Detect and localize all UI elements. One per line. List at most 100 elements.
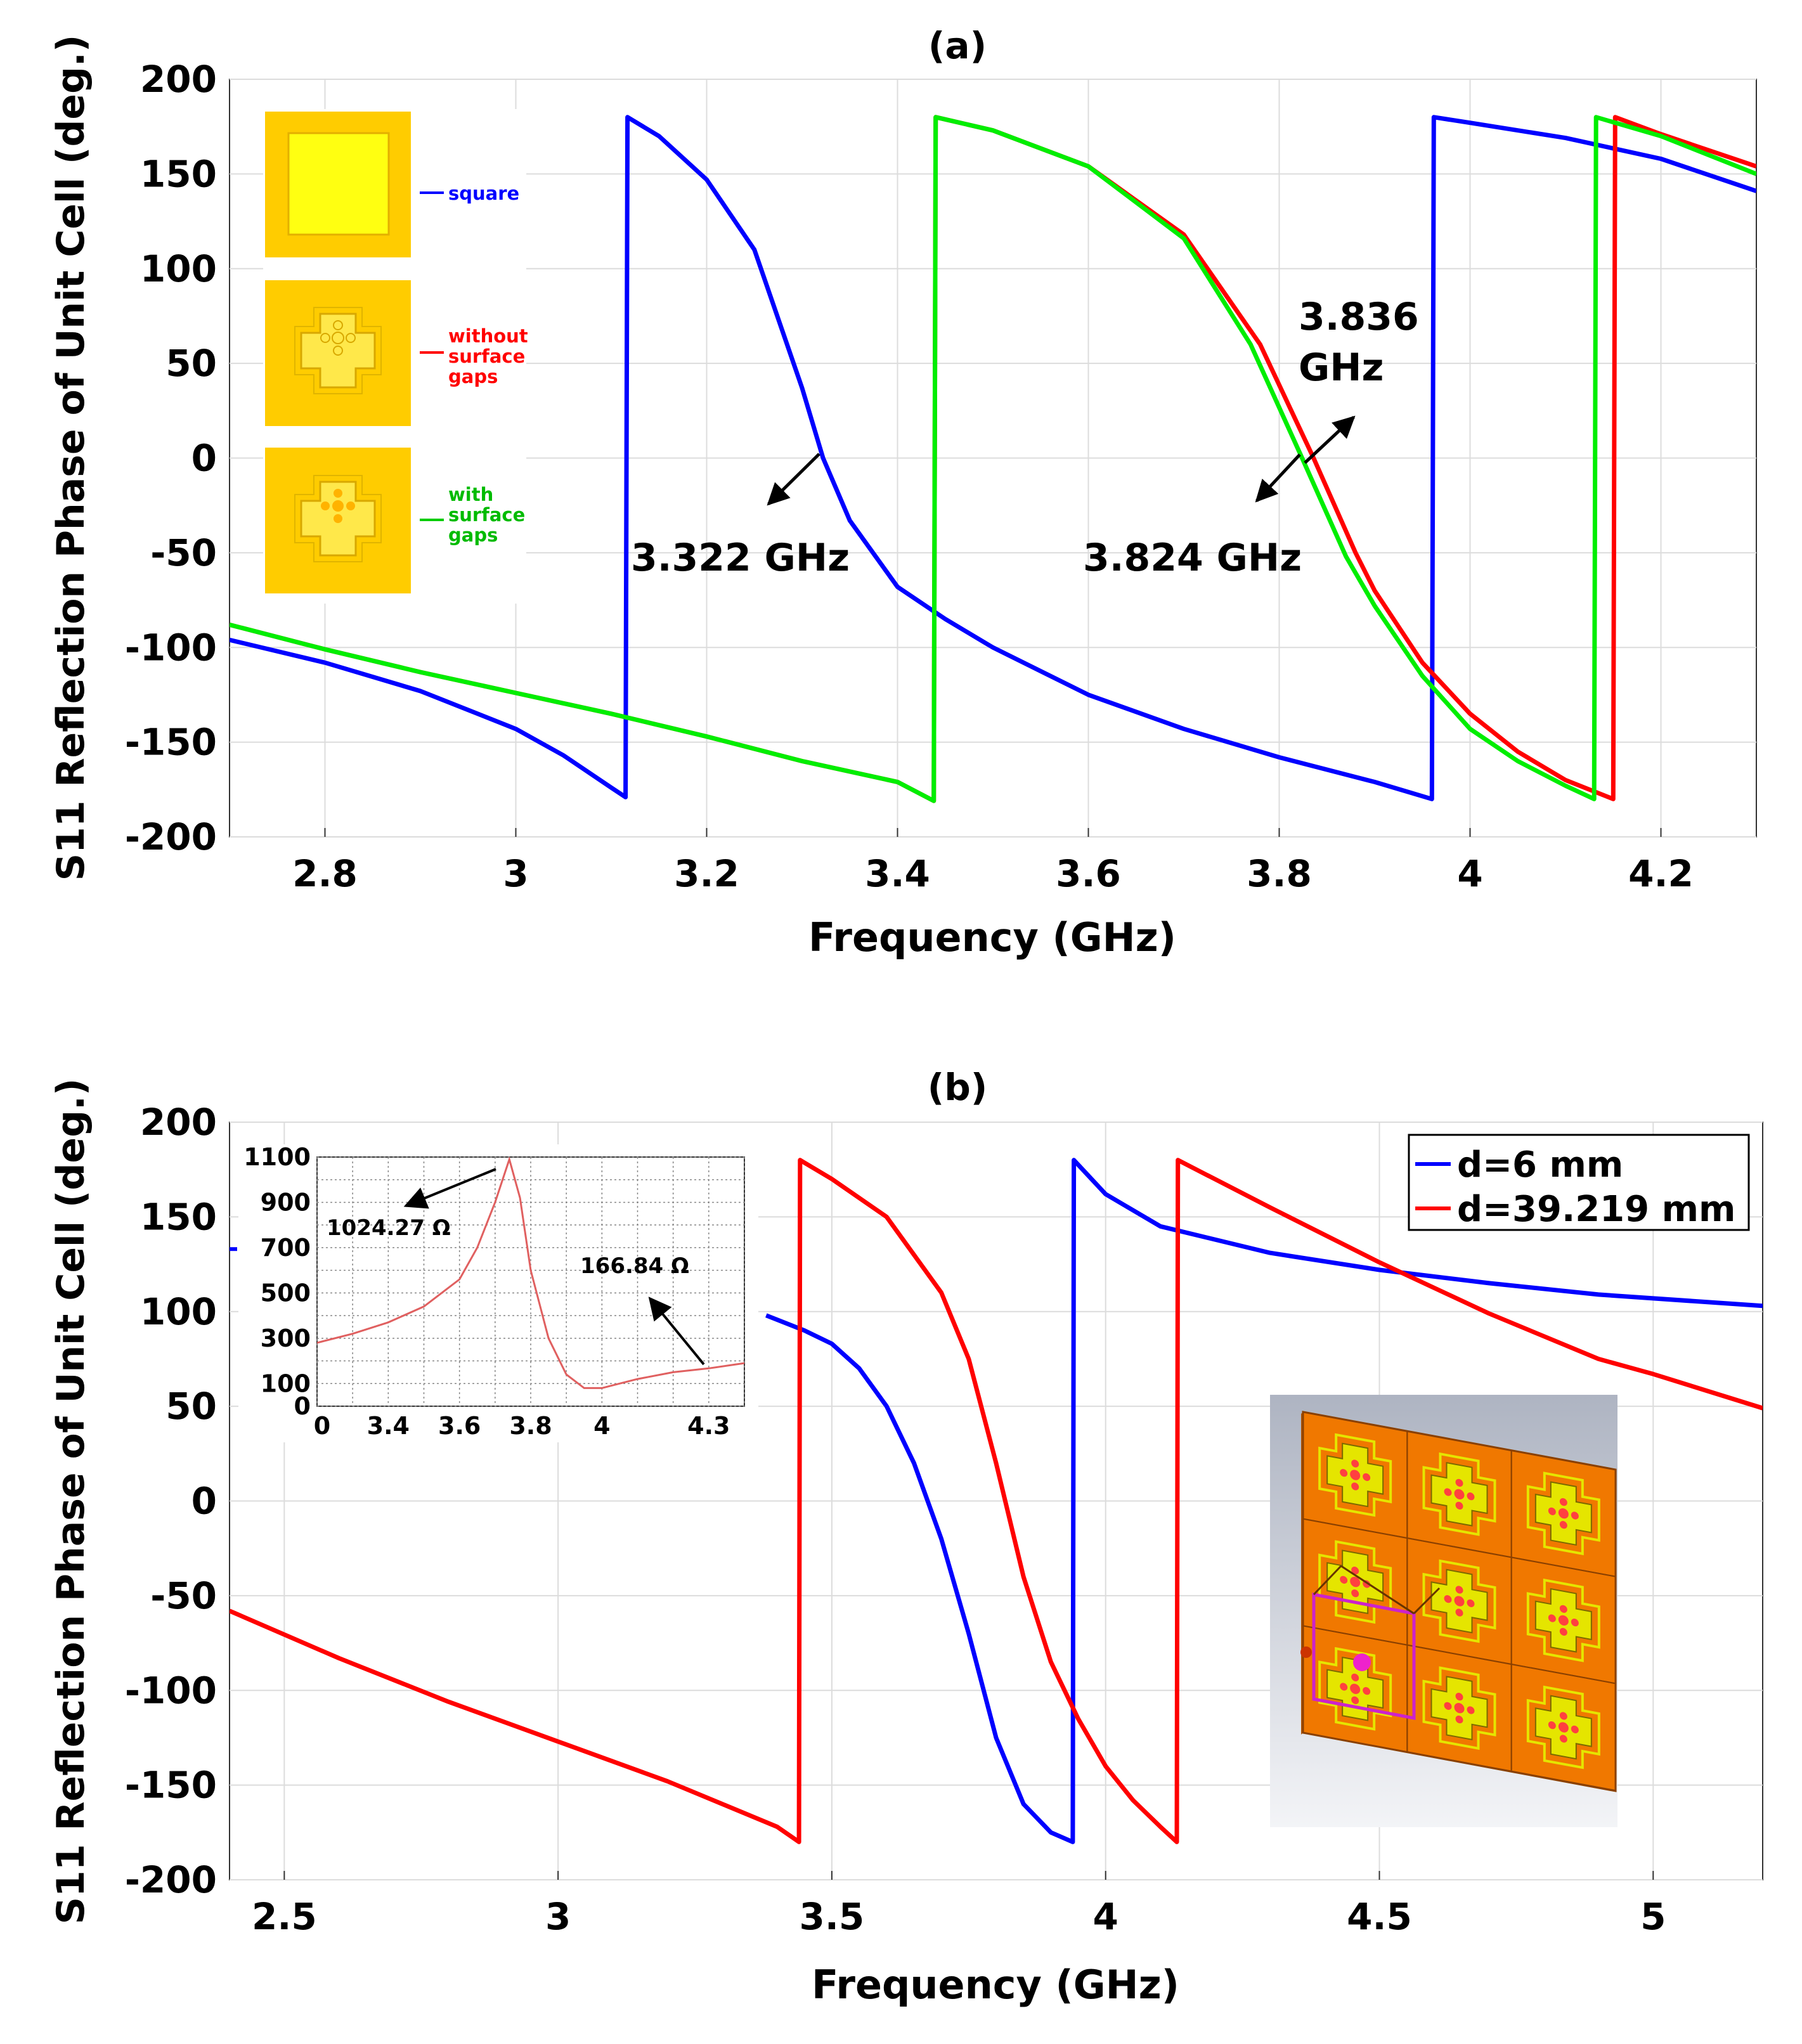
y-tick-label: 100 — [140, 1290, 217, 1333]
series-line-with-surface-gaps — [230, 115, 1756, 803]
y-tick-label: -100 — [125, 626, 217, 669]
metasurface-cell-pattern — [1526, 1472, 1600, 1556]
inset-y-tick-label: 500 — [261, 1279, 311, 1307]
unit-cell-without-gaps-icon — [265, 280, 411, 426]
ticks-a: 2.8 3 3.2 3.4 3.6 3.8 4 4.2 200 150 100 50 0 -50 -100 -… — [125, 58, 1694, 895]
metasurface-cell-pattern — [1422, 1666, 1496, 1750]
y-tick-label: 150 — [140, 152, 217, 195]
inset-annotation-166: 166.84 Ω — [580, 1253, 689, 1279]
unit-cell-box-icon — [1300, 1565, 1441, 1721]
inset-x-tick-label: 3.6 — [438, 1412, 481, 1440]
x-tick-label: 2.8 — [292, 852, 358, 895]
inset-y-tick-label: 700 — [261, 1234, 311, 1262]
legend-without-label-line2: surface — [448, 346, 525, 367]
annotation-arrow-3836 — [1304, 415, 1356, 464]
inset-x-tick-label: 4 — [593, 1412, 610, 1440]
metasurface-cell-pattern — [1422, 1559, 1496, 1643]
annotation-3836: 3.836 GHz — [1299, 295, 1432, 390]
series-line-square — [230, 115, 1756, 801]
legend-square-label: square — [448, 183, 519, 204]
x-tick-label: 3.4 — [865, 852, 930, 895]
series-a — [230, 115, 1756, 803]
inset-y-tick-label: 0 — [294, 1392, 311, 1420]
y-tick-label: 150 — [140, 1195, 217, 1238]
legend-with-label-line3: gaps — [448, 524, 498, 546]
y-tick-label: 200 — [140, 58, 217, 101]
x-tick-label: 4.5 — [1347, 1895, 1412, 1938]
legend-without-label: without surface gaps — [448, 325, 535, 387]
metasurface-cell-outline — [1510, 1663, 1616, 1792]
metasurface-3d-inset — [1270, 1395, 1617, 1827]
inset-y-tick-label: 300 — [261, 1324, 311, 1352]
x-tick-label: 4.2 — [1628, 852, 1694, 895]
x-tick-label: 3 — [503, 852, 528, 895]
panel-b: 2.5 3 3.5 4 4.5 5200150100500-50-100-150-200 … — [49, 1066, 1763, 2008]
y-axis-label-a: S11 Reflection Phase of Unit Cell (deg.) — [49, 35, 93, 881]
legend-d6-label: d=6 mm — [1457, 1144, 1623, 1186]
metasurface-cell-pattern — [1526, 1578, 1600, 1662]
y-tick-label: 100 — [140, 247, 217, 290]
annotations-a: 3.322 GHz 3.836 GHz 3.824 GHz — [631, 295, 1432, 580]
y-tick-label: -150 — [125, 721, 217, 764]
annotation-arrow-3322 — [767, 453, 820, 506]
annotation-3824: 3.824 GHz — [1083, 536, 1302, 580]
inset-origin-label: 0 — [314, 1412, 330, 1440]
panel-a: 2.8 3 3.2 3.4 3.6 3.8 4 4.2 200 150 100 50 0 -50 -100 -… — [49, 24, 1757, 961]
annotation-3322: 3.322 GHz — [631, 536, 850, 580]
inset-x-tick-label: 3.8 — [509, 1412, 552, 1440]
legend-b: d=6 mm d=39.219 mm — [1408, 1134, 1750, 1231]
inset-series — [317, 1157, 744, 1389]
y-tick-label: -50 — [150, 531, 217, 574]
metasurface-cell-pattern — [1526, 1685, 1600, 1769]
legend-d39-label: d=39.219 mm — [1457, 1189, 1735, 1230]
y-tick-label: 50 — [165, 1385, 217, 1428]
annotation-3836-unit: GHz — [1299, 346, 1384, 390]
y-tick-label: -200 — [125, 815, 217, 858]
x-tick-label: 4 — [1457, 852, 1482, 895]
annotation-3836-value: 3.836 — [1299, 295, 1419, 339]
y-tick-label: -150 — [125, 1764, 217, 1807]
inset-arrow-166 — [648, 1297, 705, 1366]
inset-legend-a: square without surface gaps — [263, 109, 535, 604]
series-line-d-39-219-mm — [230, 1158, 1763, 1844]
legend-without-label-line3: gaps — [448, 366, 498, 387]
metasurface-cell-pattern — [1422, 1452, 1496, 1536]
inset-y-tick-label: 1100 — [243, 1143, 311, 1171]
chart-title-a: (a) — [928, 24, 987, 67]
y-axis-label-b: S11 Reflection Phase of Unit Cell (deg.) — [49, 1078, 93, 1925]
legend-without-label-line1: without — [448, 325, 528, 347]
series-b — [230, 1158, 1763, 1844]
x-tick-label: 3.5 — [800, 1895, 865, 1938]
annotation-arrow-3824 — [1255, 453, 1301, 503]
inset-arrow-1024 — [403, 1168, 496, 1209]
x-tick-label: 3.8 — [1247, 852, 1312, 895]
x-tick-label: 5 — [1640, 1895, 1666, 1938]
inset-x-tick-label: 3.4 — [367, 1412, 410, 1440]
unit-cell-with-gaps-icon — [265, 448, 411, 593]
y-tick-label: 0 — [191, 437, 217, 480]
x-tick-label: 3.2 — [674, 852, 739, 895]
metasurface-cell-pattern — [1318, 1646, 1392, 1731]
inset-y-tick-label: 100 — [261, 1369, 311, 1397]
inset-x-tick-label: 4.3 — [687, 1412, 730, 1440]
y-tick-label: -200 — [125, 1858, 217, 1901]
y-tick-label: -50 — [150, 1574, 217, 1617]
x-tick-label: 3.6 — [1056, 852, 1121, 895]
legend-with-label-line1: with — [448, 484, 493, 505]
y-tick-label: 50 — [165, 342, 217, 385]
series-line-d-6-mm — [765, 1158, 1763, 1844]
inset-annotation-1024: 1024.27 Ω — [327, 1215, 451, 1241]
y-tick-label: 200 — [140, 1101, 217, 1144]
unit-cell-square-icon — [265, 112, 411, 257]
x-tick-label: 4 — [1093, 1895, 1118, 1938]
x-tick-label: 3 — [545, 1895, 571, 1938]
chart-title-b: (b) — [928, 1066, 988, 1109]
x-axis-label-b: Frequency (GHz) — [812, 1962, 1179, 2008]
x-tick-label: 2.5 — [252, 1895, 317, 1938]
inset-impedance-curve — [317, 1157, 744, 1389]
x-axis-label-a: Frequency (GHz) — [808, 914, 1176, 961]
